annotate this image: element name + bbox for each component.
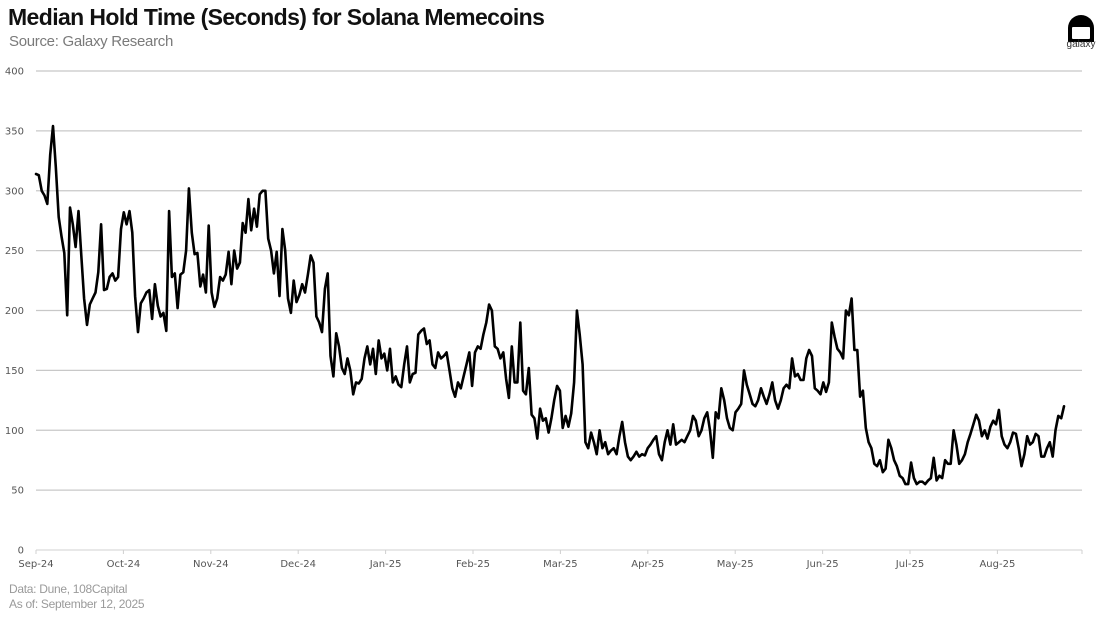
- gridlines: [36, 70, 1082, 491]
- footer-data-source: Data: Dune, 108Capital: [9, 582, 128, 596]
- y-tick-label: 150: [5, 366, 24, 377]
- x-tick-label: Jul-25: [895, 559, 924, 570]
- x-tick-label: Feb-25: [456, 559, 490, 570]
- galaxy-logo-icon: [1068, 15, 1094, 42]
- x-tick-label: Aug-25: [979, 559, 1015, 570]
- x-tick-label: Jun-25: [806, 559, 839, 570]
- x-tick-label: Nov-24: [193, 559, 229, 570]
- y-tick-label: 300: [5, 186, 24, 197]
- y-tick-label: 0: [18, 546, 24, 557]
- x-tick-label: Sep-24: [18, 559, 53, 570]
- y-tick-label: 250: [5, 246, 24, 257]
- chart-subtitle: Source: Galaxy Research: [9, 33, 174, 50]
- x-tick-label: Jan-25: [369, 559, 402, 570]
- x-axis-ticks: Sep-24 Oct-24 Nov-24 Dec-24 Jan-25 Feb-25 Mar-…: [18, 550, 1083, 570]
- x-tick-label: May-25: [717, 559, 754, 570]
- footer-as-of: As of: September 12, 2025: [9, 597, 145, 611]
- x-tick-label: Mar-25: [543, 559, 578, 570]
- x-tick-label: Apr-25: [631, 559, 664, 570]
- y-axis-ticks: 0 50 100 150 200 250 300 350 400: [5, 67, 24, 557]
- logo-text: galaxy: [1066, 39, 1096, 50]
- y-tick-label: 50: [11, 486, 24, 497]
- y-tick-label: 400: [5, 67, 24, 78]
- series-line-median-hold-time: [34, 124, 1066, 486]
- y-tick-label: 200: [5, 306, 24, 317]
- chart-title: Median Hold Time (Seconds) for Solana Me…: [8, 4, 545, 30]
- y-tick-label: 100: [5, 426, 24, 437]
- x-tick-label: Oct-24: [107, 559, 141, 570]
- x-tick-label: Dec-24: [280, 559, 316, 570]
- y-tick-label: 350: [5, 126, 24, 137]
